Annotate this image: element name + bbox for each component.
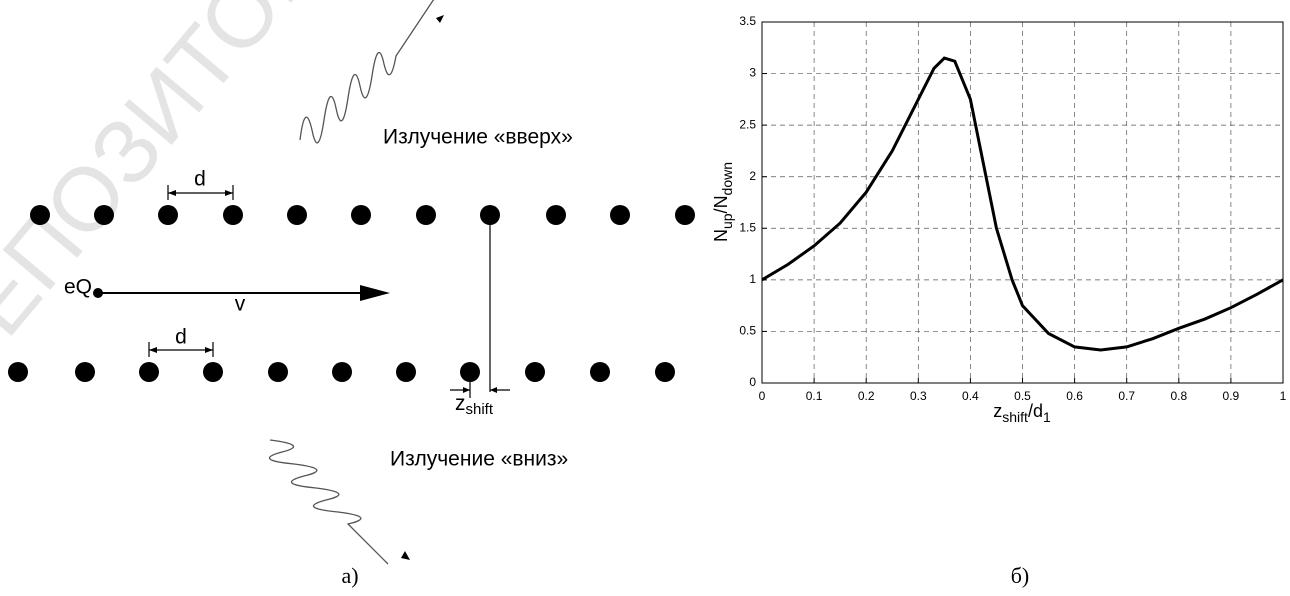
x-axis-label-part: /d: [1028, 401, 1043, 421]
y-tick-label: 3: [749, 66, 756, 80]
label: v: [235, 293, 246, 316]
x-tick-label: 0.1: [806, 389, 823, 403]
label: Излучение «вверх»: [383, 126, 573, 149]
y-axis-label-part: down: [719, 162, 735, 195]
arrowheads: [149, 190, 497, 393]
d-marker: [149, 185, 510, 398]
y-tick-label: 0: [749, 375, 756, 389]
dot: [75, 362, 95, 382]
dot: [30, 205, 50, 225]
dot: [268, 362, 288, 382]
x-tick-label: 0: [759, 389, 766, 403]
page: РЕПОЗИТОРИЙ Излучение «вверх» Излучение …: [0, 0, 1290, 596]
label: d: [194, 168, 206, 191]
y-tick-label: 2: [749, 169, 756, 183]
dot: [203, 362, 223, 382]
dot: [158, 205, 178, 225]
label: eQ: [64, 276, 92, 299]
watermark: РЕПОЗИТОРИЙ: [0, 0, 423, 400]
dot: [460, 362, 480, 382]
label: z: [455, 392, 466, 415]
label: Излучение «вниз»: [390, 448, 568, 471]
x-tick-label: 0.7: [1118, 389, 1135, 403]
label: shift: [466, 401, 494, 418]
label: d: [175, 326, 187, 349]
arrowhead: [436, 15, 444, 23]
x-tick-label: 0.3: [910, 389, 927, 403]
dot: [8, 362, 28, 382]
y-tick-label: 3.5: [739, 14, 756, 28]
x-tick-label: 0.2: [858, 389, 875, 403]
arrowhead: [360, 285, 390, 301]
dot: [94, 205, 114, 225]
y-tick-label: 0.5: [739, 324, 756, 338]
y-axis-label-part: up: [719, 213, 735, 229]
dot: [332, 362, 352, 382]
dot: [396, 362, 416, 382]
dot: [139, 362, 159, 382]
dot: [416, 205, 436, 225]
y-axis-label-part: N: [711, 229, 731, 242]
dot: [525, 362, 545, 382]
dot: [655, 362, 675, 382]
x-axis-label-part: shift: [1002, 409, 1028, 425]
dot: [223, 205, 243, 225]
dot: [610, 205, 630, 225]
x-tick-label: 0.9: [1223, 389, 1240, 403]
dot: [675, 205, 695, 225]
x-axis-label: zshift/d1: [993, 401, 1051, 425]
dot: [546, 205, 566, 225]
arrowhead: [401, 551, 410, 560]
dot: [351, 205, 371, 225]
dot: [287, 205, 307, 225]
y-axis-label: Nup/Ndown: [711, 162, 735, 242]
y-tick-label: 2.5: [739, 117, 756, 131]
x-tick-label: 1: [1280, 389, 1287, 403]
dot: [590, 362, 610, 382]
y-tick-label: 1: [749, 272, 756, 286]
label: zshift: [455, 392, 494, 418]
y-axis-label-part: /N: [711, 195, 731, 213]
x-tick-label: 0.6: [1066, 389, 1083, 403]
x-axis-label-part: 1: [1043, 409, 1051, 425]
y-tick-label: 1.5: [739, 220, 756, 234]
caption: б): [1011, 563, 1030, 588]
x-axis-label-part: z: [993, 401, 1002, 421]
caption: а): [341, 563, 358, 588]
wave-down: [270, 440, 389, 564]
figure: РЕПОЗИТОРИЙ Излучение «вверх» Излучение …: [0, 0, 1290, 596]
wave-up: [300, 0, 436, 143]
x-tick-label: 0.8: [1170, 389, 1187, 403]
x-tick-label: 0.4: [962, 389, 979, 403]
